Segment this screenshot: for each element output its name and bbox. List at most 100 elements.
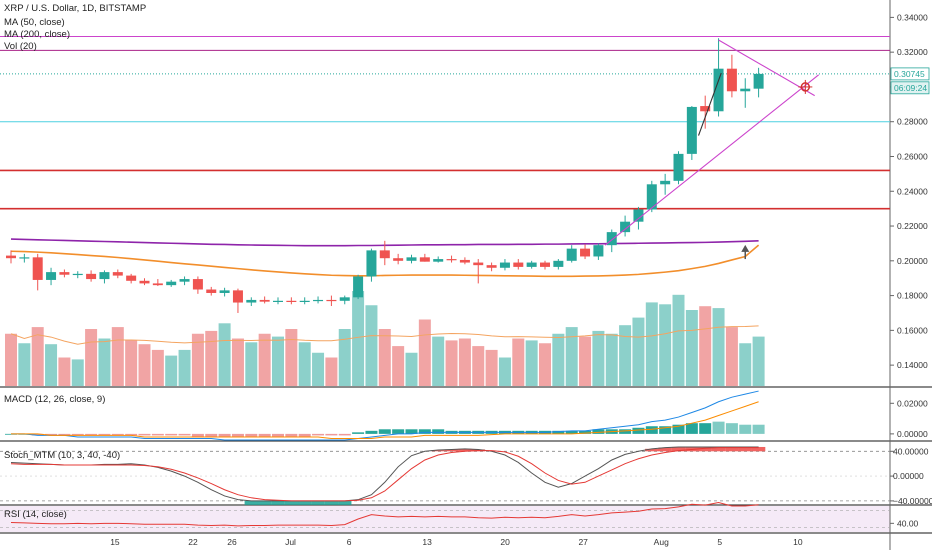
stoch-legend[interactable]: Stoch_MTM (10, 3, 40, -40) (4, 450, 121, 461)
candle-body (406, 257, 417, 261)
candle-body (566, 248, 577, 261)
volume-bar (605, 333, 618, 386)
candle-body (339, 297, 350, 301)
volume-bar (191, 333, 204, 386)
candle-body (660, 180, 671, 185)
volume-bar (111, 327, 124, 386)
candle-body (126, 275, 137, 281)
volume-bar (231, 338, 244, 386)
candles (6, 38, 764, 313)
volume-bar (592, 330, 605, 386)
macd-histogram-bar (125, 433, 138, 436)
candle-body (620, 221, 631, 233)
volume-bar (45, 344, 58, 386)
arrow-head (741, 244, 750, 252)
macd-histogram-bar (632, 427, 645, 434)
candle-body (473, 262, 484, 266)
time-tick-label: 10 (793, 537, 803, 547)
stoch-oversold-fill (271, 500, 285, 505)
trendline (718, 39, 815, 97)
volume-bar (659, 304, 672, 386)
macd-histogram-bar (685, 423, 698, 434)
candle-body (353, 276, 364, 298)
volume-bar (258, 333, 271, 386)
macd-signal-line (11, 401, 759, 439)
volume-bar (445, 340, 458, 386)
macd-histogram-bar (151, 433, 164, 436)
rsi-tick-label: 40.00 (897, 518, 919, 528)
time-tick-label: 20 (500, 537, 510, 547)
rsi-legend[interactable]: RSI (14, close) (4, 509, 67, 520)
time-tick-label: 6 (347, 537, 352, 547)
candle-body (299, 300, 310, 303)
volume-bar (725, 327, 738, 386)
candle-body (646, 184, 657, 210)
price-tick-label: 0.26000 (897, 151, 928, 161)
macd-histogram-bar (579, 430, 592, 434)
macd-histogram-bar (552, 430, 565, 434)
volume-bar (645, 302, 658, 386)
volume-bar (699, 306, 712, 386)
price-tick-label: 0.20000 (897, 256, 928, 266)
time-tick-label: Aug (654, 537, 669, 547)
candle-body (366, 250, 377, 277)
candle-body (273, 300, 283, 303)
macd-histogram-bar (432, 429, 445, 434)
candle-body (540, 262, 550, 267)
ma50-legend[interactable]: MA (50, close) (4, 17, 65, 28)
candle-body (433, 259, 444, 262)
macd-legend[interactable]: MACD (12, 26, close, 9) (4, 394, 106, 405)
macd-histogram-bar (392, 429, 405, 434)
macd-line (11, 390, 759, 441)
volume-bar (5, 333, 17, 386)
candle-body (419, 257, 430, 262)
macd-histogram-bar (205, 433, 218, 437)
macd-histogram-bar (352, 432, 365, 434)
volume-bar (18, 343, 31, 386)
candle-body (459, 259, 470, 263)
candle-body (19, 257, 30, 259)
volume-bar (672, 294, 685, 386)
macd-histogram-bar (659, 426, 672, 434)
macd-histogram-bar (338, 433, 351, 436)
vol-legend[interactable]: Vol (20) (4, 41, 37, 52)
candle-body (232, 290, 243, 303)
ma200-legend[interactable]: MA (200, close) (4, 29, 70, 40)
candle-body (86, 273, 97, 280)
macd-histogram-bar (312, 433, 325, 436)
time-tick-label: 15 (110, 537, 120, 547)
macd-histogram-bar (405, 429, 418, 434)
stoch-k-line (10, 446, 759, 502)
price-badge-label: 06:09:24 (894, 83, 927, 93)
volume-ma-line (10, 325, 759, 345)
stoch-oversold-fill (257, 500, 272, 505)
price-badges: 0.30745 06:09:24 (890, 67, 930, 95)
volume-bar (498, 357, 511, 386)
time-tick-label: 5 (717, 537, 722, 547)
rsi-line (10, 502, 759, 527)
price-axis: 0.14000 0.16000 0.18000 0.20000 0.22000 0.240… (890, 12, 932, 528)
candle-body (499, 262, 510, 268)
volume-bar (432, 336, 445, 386)
volume-bar (85, 329, 98, 386)
stoch-overbought-fill (751, 446, 766, 452)
macd-histogram-bar (739, 424, 752, 434)
stoch-overbought-fill (658, 447, 672, 452)
macd-histogram-bar (619, 429, 632, 434)
volume-bar (472, 346, 485, 386)
candle-body (152, 283, 163, 286)
macd-histogram-bar (592, 429, 605, 434)
macd-histogram-bar (565, 430, 578, 434)
volume-bar (31, 327, 44, 386)
candle-body (513, 262, 524, 267)
volume-bar (512, 338, 525, 386)
macd-histogram-bar (98, 433, 111, 436)
candle-body (633, 209, 644, 222)
volume-bar (205, 330, 218, 386)
volume-bars (5, 291, 765, 386)
macd-histogram-bar (752, 424, 765, 434)
price-badge-label: 0.30745 (894, 69, 925, 79)
stoch-tick-label: 0.00000 (893, 471, 924, 481)
candle-body (72, 273, 83, 276)
